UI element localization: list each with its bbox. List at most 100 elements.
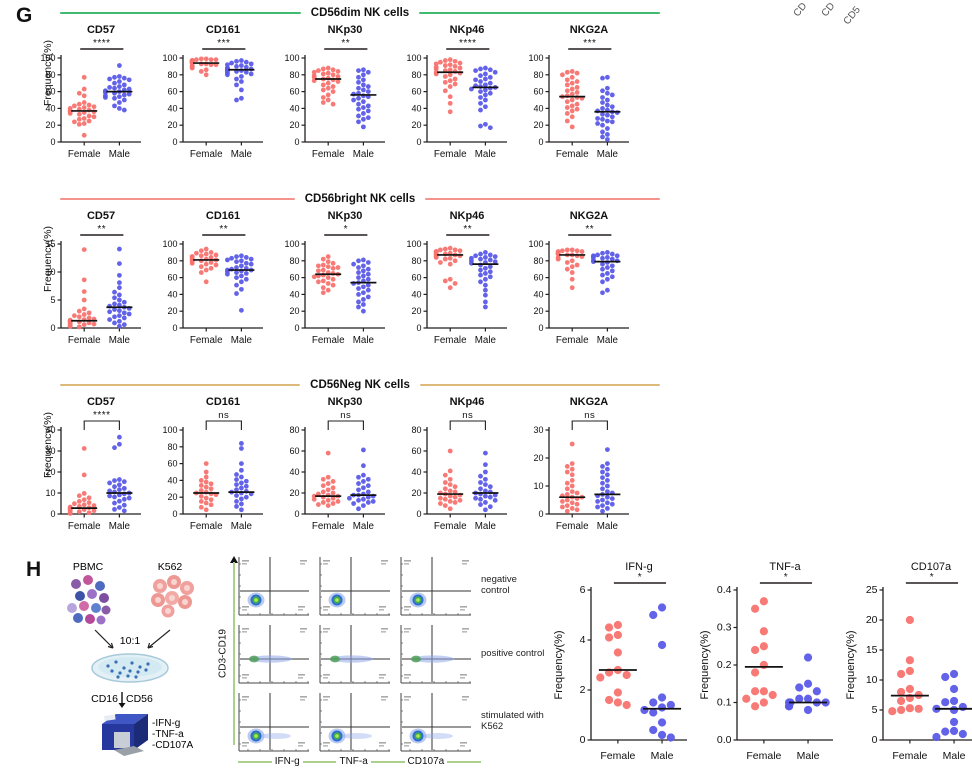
svg-text:0.2: 0.2 xyxy=(717,659,732,671)
svg-text:5: 5 xyxy=(872,704,878,716)
svg-text:****: **** xyxy=(459,38,477,49)
header-line-right xyxy=(425,198,660,200)
x-tick-male: Male xyxy=(651,750,674,762)
axis-line xyxy=(447,760,481,763)
x-tick-female: Female xyxy=(312,521,345,532)
x-tick-male: Male xyxy=(353,149,375,160)
mixing-arrows xyxy=(94,629,171,649)
female-dots xyxy=(311,450,341,508)
dot-plot-nkg2a-dim: NKG2A *** 0 20 40 60 80 100 Female Male xyxy=(528,24,629,160)
diagram-svg: PBMC K562 xyxy=(67,561,194,756)
svg-text:100: 100 xyxy=(284,53,299,63)
petri-dish-icon xyxy=(91,653,169,683)
row-title: CD56Neg NK cells xyxy=(310,379,410,391)
svg-text:0: 0 xyxy=(50,323,55,333)
axes: 0 20 40 60 80 100 Female Male xyxy=(162,239,263,346)
female-dots xyxy=(67,446,97,516)
svg-text:5: 5 xyxy=(50,295,55,305)
svg-text:60: 60 xyxy=(411,273,421,283)
flow-panel xyxy=(319,625,390,684)
male-dots xyxy=(229,441,254,513)
male-dots xyxy=(784,653,830,715)
dot-plot-nkg2a-bright: NKG2A ** 0 20 40 60 80 100 Female Male xyxy=(528,210,629,346)
axes: 0 10 20 30 Female Male xyxy=(533,425,629,532)
svg-text:100: 100 xyxy=(528,239,543,249)
plot-title: NKG2A xyxy=(570,24,609,36)
svg-text:40: 40 xyxy=(533,103,543,113)
svg-text:80: 80 xyxy=(533,70,543,80)
svg-text:**: ** xyxy=(585,224,594,235)
x-tick-male: Male xyxy=(109,149,131,160)
y-axis-title: Frequency(%) xyxy=(845,630,857,699)
flow-row-label: stimulated with K562 xyxy=(481,710,544,732)
svg-text:60: 60 xyxy=(289,87,299,97)
svg-text:0: 0 xyxy=(538,509,543,519)
svg-text:*: * xyxy=(930,572,934,583)
svg-text:20: 20 xyxy=(866,614,878,626)
svg-text:ns: ns xyxy=(218,410,229,421)
axes: 0 10 20 30 40 Female Male xyxy=(45,425,141,532)
male-dots xyxy=(595,447,615,514)
svg-text:0: 0 xyxy=(172,137,177,147)
svg-text:60: 60 xyxy=(533,87,543,97)
svg-text:80: 80 xyxy=(289,256,299,266)
svg-text:0: 0 xyxy=(172,323,177,333)
plot-title: CD161 xyxy=(206,24,240,36)
row-cd56neg: CD56Neg NK cells Frequency(%) CD57 **** 0 1… xyxy=(14,376,714,562)
svg-text:*: * xyxy=(638,572,642,583)
dot-plot-nkp46-neg: NKp46 ns 0 20 40 60 80 Female Male xyxy=(411,396,507,532)
svg-text:40: 40 xyxy=(289,467,299,477)
svg-text:*: * xyxy=(344,224,348,235)
dot-plot-cd161-dim: CD161 *** 0 20 40 60 80 100 Female Male xyxy=(162,24,263,160)
svg-text:25: 25 xyxy=(866,584,878,596)
svg-text:**: ** xyxy=(219,224,228,235)
header-line-left xyxy=(60,384,301,386)
svg-text:0: 0 xyxy=(50,137,55,147)
x-tick-female: Female xyxy=(312,335,345,346)
significance-annotation: ns xyxy=(571,410,608,430)
female-dots xyxy=(311,65,341,107)
svg-text:60: 60 xyxy=(411,446,421,456)
plot-strip: Frequency(%) CD57 **** 0 20 40 60 80 100 Female M… xyxy=(14,22,714,174)
male-dots xyxy=(347,447,376,512)
dot-plot-nkg2a-neg: NKG2A ns 0 10 20 30 Female Male xyxy=(533,396,629,532)
plot-title: NKp46 xyxy=(450,210,485,222)
dot-plot-tnfa: TNF-a* 0.0 0.1 0.2 0.3 0.4 Female Male Frequency… xyxy=(699,561,833,762)
row-header: CD56dim NK cells xyxy=(60,4,660,22)
svg-text:80: 80 xyxy=(533,256,543,266)
svg-text:20: 20 xyxy=(167,120,177,130)
axes: 0 20 40 60 80 Female Male xyxy=(289,425,385,532)
x-tick-female: Female xyxy=(434,149,467,160)
svg-text:2: 2 xyxy=(580,684,586,696)
significance-annotation: ** xyxy=(568,224,612,236)
x-tick-female: Female xyxy=(68,149,101,160)
svg-text:40: 40 xyxy=(289,289,299,299)
plot-title: NKp30 xyxy=(328,210,363,222)
significance-annotation: * xyxy=(905,572,959,584)
svg-text:15: 15 xyxy=(45,239,55,249)
plot-title: IFN-g xyxy=(625,561,653,573)
female-dots xyxy=(67,247,97,330)
x-tick-male: Male xyxy=(797,750,820,762)
plot-title: NKp46 xyxy=(450,396,485,408)
dot-plot-cd107a: CD107a* 0 5 10 15 20 25 Female Male Frequency(%) xyxy=(845,561,972,762)
row-header: CD56Neg NK cells xyxy=(60,376,660,394)
male-dots xyxy=(595,74,620,142)
flow-x-axis-label: IFN-g xyxy=(274,756,300,767)
svg-text:60: 60 xyxy=(167,459,177,469)
dot-plot-ifng: IFN-g* 0 2 4 6 Female Male Frequency(%) xyxy=(553,561,687,762)
male-dots xyxy=(469,250,498,310)
svg-text:0: 0 xyxy=(872,734,878,746)
svg-text:6: 6 xyxy=(580,584,586,596)
male-dots xyxy=(591,250,620,296)
row-title: CD56dim NK cells xyxy=(310,7,410,19)
dot-plot-cd57-dim: CD57 **** 0 20 40 60 80 100 Female Male xyxy=(40,24,141,160)
svg-text:20: 20 xyxy=(533,453,543,463)
svg-text:0: 0 xyxy=(416,323,421,333)
svg-text:0: 0 xyxy=(294,323,299,333)
svg-text:60: 60 xyxy=(411,87,421,97)
female-dots xyxy=(189,246,219,285)
x-tick-female: Female xyxy=(190,335,223,346)
x-tick-male: Male xyxy=(597,521,619,532)
flow-x-axis-label: TNF-a xyxy=(339,756,368,767)
